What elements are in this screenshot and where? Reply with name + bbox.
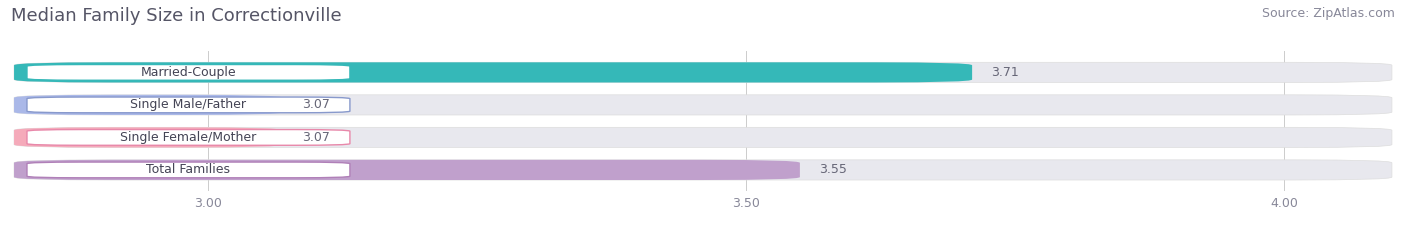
FancyBboxPatch shape xyxy=(14,62,1392,82)
FancyBboxPatch shape xyxy=(27,97,350,113)
FancyBboxPatch shape xyxy=(14,95,283,115)
FancyBboxPatch shape xyxy=(27,65,350,80)
FancyBboxPatch shape xyxy=(27,162,350,178)
Text: Total Families: Total Families xyxy=(146,163,231,176)
Text: Median Family Size in Correctionville: Median Family Size in Correctionville xyxy=(11,7,342,25)
FancyBboxPatch shape xyxy=(27,130,350,145)
Text: 3.07: 3.07 xyxy=(302,131,330,144)
Text: 3.07: 3.07 xyxy=(302,98,330,111)
Text: Married-Couple: Married-Couple xyxy=(141,66,236,79)
FancyBboxPatch shape xyxy=(14,160,1392,180)
FancyBboxPatch shape xyxy=(14,62,972,82)
FancyBboxPatch shape xyxy=(14,95,1392,115)
FancyBboxPatch shape xyxy=(14,127,1392,147)
Text: 3.55: 3.55 xyxy=(820,163,848,176)
FancyBboxPatch shape xyxy=(14,127,283,147)
Text: Single Female/Mother: Single Female/Mother xyxy=(121,131,256,144)
Text: Single Male/Father: Single Male/Father xyxy=(131,98,246,111)
Text: Source: ZipAtlas.com: Source: ZipAtlas.com xyxy=(1261,7,1395,20)
FancyBboxPatch shape xyxy=(14,160,800,180)
Text: 3.71: 3.71 xyxy=(991,66,1019,79)
